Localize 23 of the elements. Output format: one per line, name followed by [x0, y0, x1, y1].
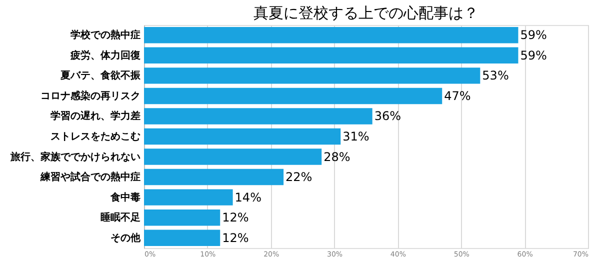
data-label: 47% — [444, 88, 471, 103]
y-tick-label: 旅行、家族ででかけられない — [10, 150, 140, 163]
data-label: 12% — [222, 230, 249, 245]
data-label: 59% — [520, 28, 547, 42]
data-label: 59% — [520, 48, 547, 62]
y-tick-label: 睡眠不足 — [100, 212, 140, 224]
data-label: 36% — [374, 109, 402, 124]
data-label: 22% — [286, 170, 312, 184]
data-label: 12% — [222, 210, 249, 225]
y-tick-label: 夏バテ、食欲不振 — [60, 70, 142, 82]
data-label: 31% — [342, 130, 370, 144]
data-label: 53% — [482, 68, 509, 83]
chart-title: 真夏に登校する上での心配事は？ — [254, 4, 478, 22]
y-tick-label: 練習や試合での熱中症 — [40, 171, 140, 184]
y-tick-label: その他 — [110, 232, 142, 244]
y-tick-label: コロナ感染の再リスク — [40, 90, 140, 102]
data-label: 14% — [234, 190, 262, 204]
y-tick-label: 疲労、体力回復 — [70, 49, 140, 62]
y-tick-label: ストレスをためこむ — [50, 132, 140, 142]
y-tick-label: 学習の遅れ、学力差 — [50, 110, 140, 122]
y-tick-label: 学校での熱中症 — [70, 29, 140, 42]
y-tick-label: 食中毒 — [110, 191, 140, 204]
data-label: 28% — [324, 150, 350, 164]
